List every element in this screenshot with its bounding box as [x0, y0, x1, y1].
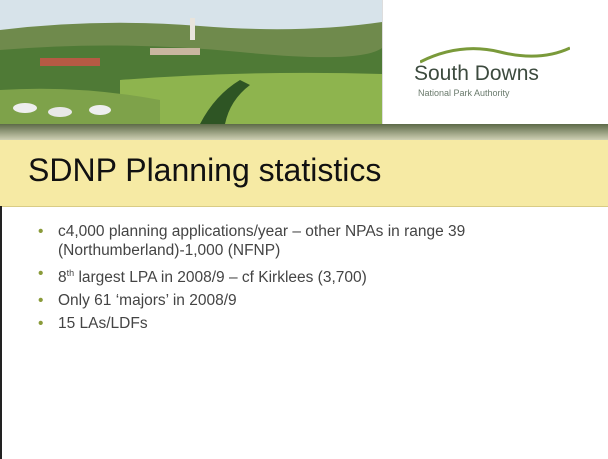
left-border — [0, 206, 2, 459]
slide-title: SDNP Planning statistics — [28, 152, 381, 189]
logo-name: South Downs — [414, 62, 539, 86]
bullet-text: 15 LAs/LDFs — [58, 315, 148, 332]
divider-band — [0, 124, 608, 140]
bullet-text: largest LPA in 2008/9 – cf Kirklees (3,7… — [74, 269, 367, 286]
logo-subtitle: National Park Authority — [418, 88, 510, 98]
bullet-item: c4,000 planning applications/year – othe… — [38, 222, 558, 260]
bullet-text: c4,000 planning applications/year – othe… — [58, 223, 465, 259]
bullet-item: 8th largest LPA in 2008/9 – cf Kirklees … — [38, 264, 558, 287]
slide: South Downs National Park Authority SDNP… — [0, 0, 608, 459]
bullet-item: Only 61 ‘majors’ in 2008/9 — [38, 291, 558, 310]
landscape-photo — [0, 0, 382, 124]
bullet-text: Only 61 ‘majors’ in 2008/9 — [58, 292, 237, 309]
bullet-item: 15 LAs/LDFs — [38, 314, 558, 333]
logo-hills — [420, 40, 570, 64]
superscript: th — [67, 268, 75, 278]
bullet-text: 8 — [58, 269, 67, 286]
bullet-list: c4,000 planning applications/year – othe… — [38, 222, 558, 337]
